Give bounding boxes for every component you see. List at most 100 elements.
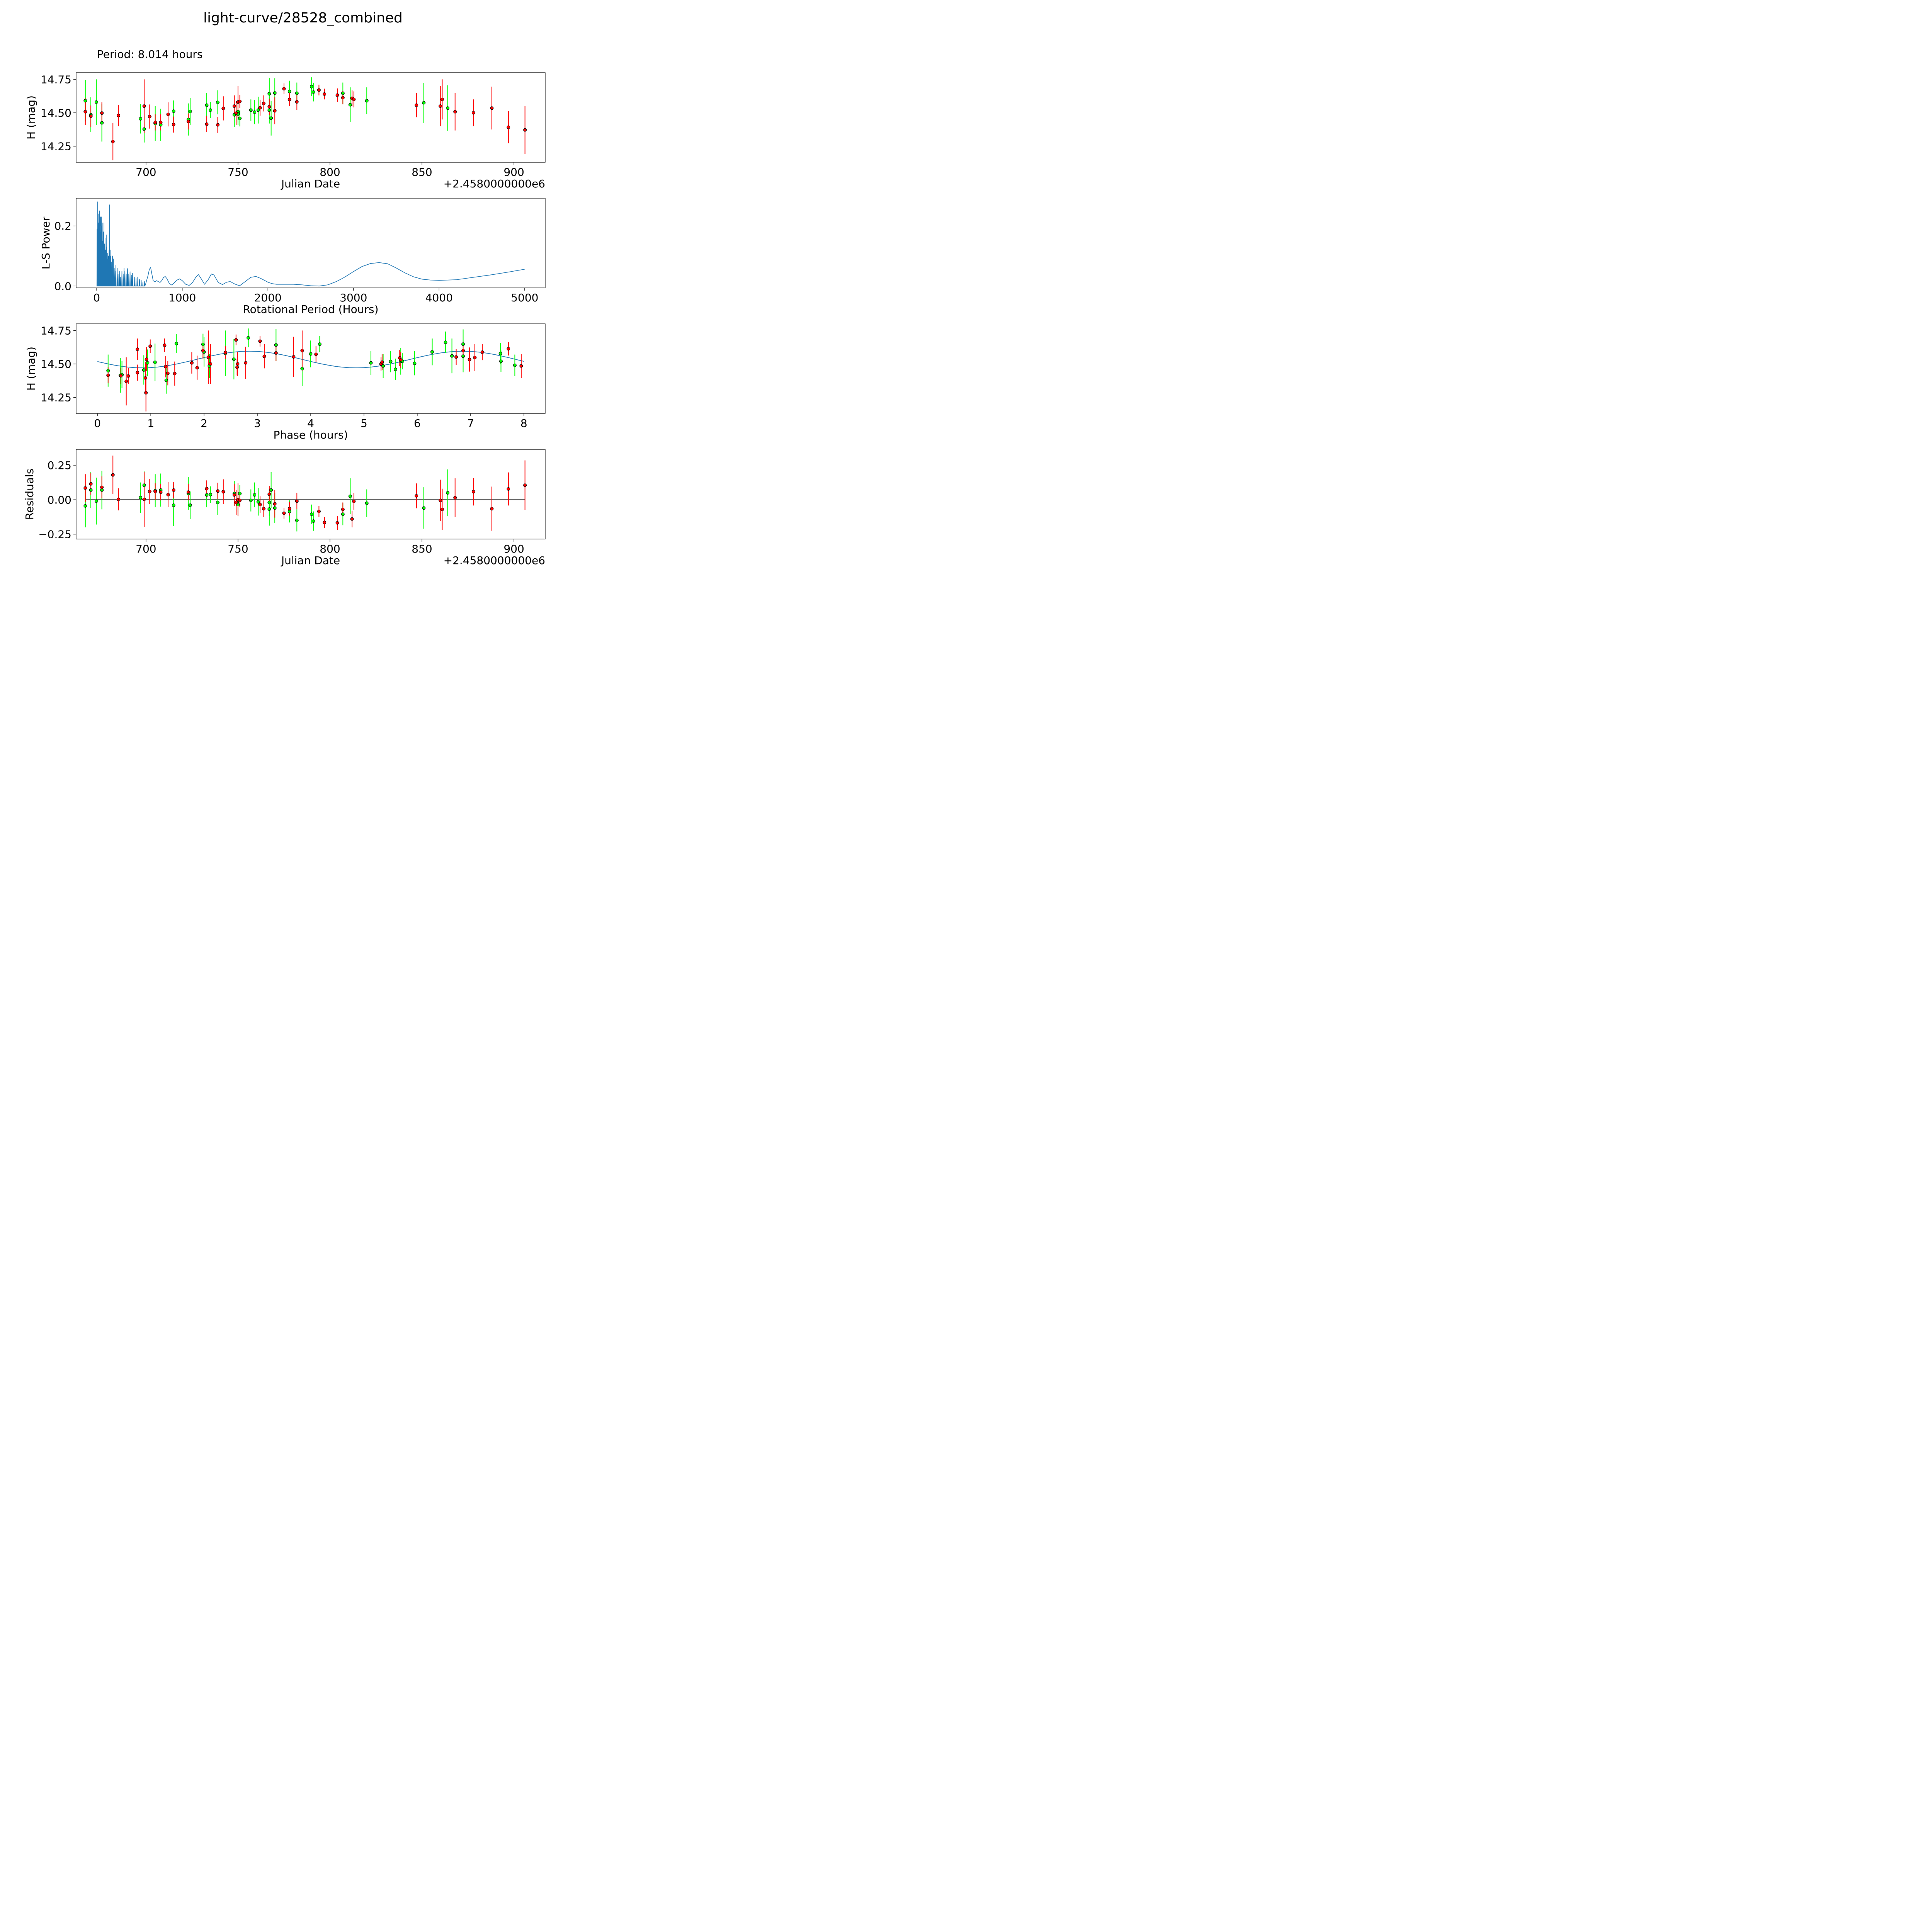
green-data-point	[142, 483, 146, 487]
x-tick-label: 700	[136, 543, 156, 555]
x-tick-label: 1000	[168, 291, 196, 304]
y-tick-label: −0.25	[38, 528, 71, 541]
red-data-point	[111, 139, 115, 143]
red-data-point	[295, 499, 299, 503]
red-data-point	[262, 507, 266, 510]
red-data-point	[440, 507, 444, 511]
red-data-point	[439, 104, 442, 108]
red-data-point	[274, 351, 278, 355]
red-data-point	[380, 360, 384, 364]
green-data-point	[461, 354, 465, 358]
green-data-point	[256, 108, 260, 112]
red-data-point	[106, 373, 110, 377]
green-data-point	[267, 500, 271, 504]
red-data-point	[142, 104, 146, 108]
red-data-point	[415, 494, 418, 498]
red-data-point	[480, 350, 484, 354]
red-data-point	[159, 121, 163, 124]
red-data-point	[234, 111, 238, 115]
red-data-point	[523, 128, 527, 132]
red-data-point	[341, 507, 345, 511]
panel-light-curve: 700 750 800 850 900 14.25 14.50 14.75 Julian Dat…	[25, 72, 546, 190]
x-tick-label: 7	[467, 417, 474, 430]
red-data-point	[153, 490, 157, 493]
red-data-point	[126, 374, 130, 378]
axes-frame	[76, 198, 546, 288]
red-data-point	[221, 490, 225, 494]
green-data-point	[83, 504, 87, 508]
red-data-point	[453, 496, 457, 500]
panel-residuals: 700 750 800 850 900 −0.25 0.00 0.25 Julian Date R…	[23, 449, 546, 567]
red-data-point	[335, 521, 339, 525]
green-data-point	[238, 492, 242, 495]
red-data-point	[186, 490, 190, 494]
red-data-point	[490, 106, 494, 110]
red-data-point	[163, 343, 167, 347]
red-data-point	[166, 112, 170, 116]
x-tick-label: 2000	[254, 291, 282, 304]
green-data-point	[174, 342, 178, 345]
green-data-point	[216, 100, 220, 104]
green-data-point	[153, 361, 157, 364]
green-data-point	[267, 108, 271, 112]
green-data-point	[413, 361, 417, 365]
x-tick-label: 5	[361, 417, 367, 430]
green-data-point	[209, 108, 213, 112]
x-tick-label: 850	[412, 166, 432, 179]
red-data-point	[195, 366, 199, 370]
red-data-point	[190, 361, 194, 365]
y-tick-label: 0.0	[54, 280, 71, 293]
red-data-point	[507, 347, 510, 351]
panel-phase-fold: 0 1 2 3 4 5 6 7 8 14.25 14.50 14.75 Phase (hours) H (…	[25, 323, 546, 441]
red-data-point	[468, 357, 471, 361]
green-data-point	[381, 364, 385, 368]
red-data-point	[236, 362, 240, 366]
green-data-point	[142, 127, 146, 131]
red-data-point	[519, 364, 523, 368]
red-data-point	[153, 121, 157, 124]
red-data-point	[148, 115, 151, 119]
green-data-point	[267, 92, 271, 96]
red-data-point	[148, 344, 152, 348]
green-data-point	[269, 488, 273, 492]
y-tick-label: 14.50	[41, 107, 71, 119]
green-data-point	[341, 91, 345, 95]
periodogram-line	[96, 201, 525, 287]
red-data-point	[300, 349, 304, 352]
green-data-point	[256, 500, 260, 504]
red-data-point	[235, 366, 239, 369]
green-data-point	[106, 369, 110, 372]
y-axis-label: H (mag)	[25, 95, 37, 139]
red-data-point	[262, 102, 266, 105]
y-tick-label: 14.25	[41, 391, 71, 404]
red-data-point	[221, 106, 225, 110]
y-tick-label: 0.00	[48, 493, 71, 506]
red-data-point	[258, 339, 262, 343]
green-data-point	[274, 343, 278, 347]
x-tick-label: 8	[520, 417, 527, 430]
axes-frame	[76, 449, 546, 539]
red-data-point	[507, 487, 510, 491]
red-data-point	[144, 391, 148, 395]
green-data-point	[216, 500, 220, 504]
green-data-point	[139, 496, 143, 500]
red-data-point	[453, 110, 457, 114]
red-data-point	[159, 490, 163, 494]
x-axis-label: Rotational Period (Hours)	[243, 303, 378, 316]
green-data-point	[172, 503, 175, 507]
y-tick-label: 14.50	[41, 358, 71, 371]
green-data-point	[393, 367, 397, 371]
green-data-point	[172, 109, 175, 113]
red-data-point	[415, 103, 418, 107]
y-tick-label: 14.75	[41, 324, 71, 337]
green-data-point	[238, 116, 242, 120]
red-data-point	[136, 347, 139, 351]
red-data-point	[100, 111, 104, 115]
red-data-point	[100, 485, 104, 489]
plot-area	[83, 77, 527, 160]
red-data-point	[287, 507, 291, 510]
green-data-point	[142, 368, 146, 372]
red-data-point	[523, 483, 527, 487]
figure: light-curve/28528_combined Period: 8.014…	[23, 10, 546, 567]
x-tick-label: 850	[412, 543, 432, 555]
